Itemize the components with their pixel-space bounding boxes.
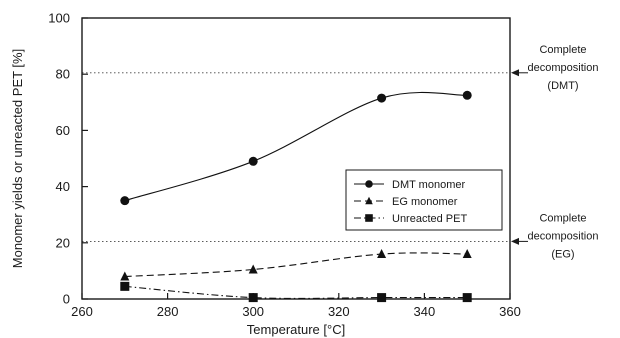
x-tick-label-4: 340 (414, 304, 436, 319)
y-tick-label-1: 20 (56, 235, 70, 250)
x-tick-label-2: 300 (242, 304, 264, 319)
y-tick-label-2: 40 (56, 179, 70, 194)
series-line-0 (124, 91, 468, 202)
reference-arrow-1 (511, 237, 519, 245)
reference-label-0-1: decomposition (528, 62, 599, 74)
reference-label-1-0: Complete (539, 212, 586, 224)
reference-arrow-0 (511, 69, 519, 77)
legend-label-0: DMT monomer (392, 179, 465, 191)
legend-marker-2 (365, 214, 373, 222)
axis-ticks: 260 280 300 320 340 360 0 20 40 60 80 100 (48, 11, 521, 320)
x-tick-label-0: 260 (71, 304, 93, 319)
reference-label-1-1: decomposition (528, 230, 599, 242)
series-group (120, 90, 472, 303)
series-0-point-2 (377, 93, 387, 103)
x-tick-label-5: 360 (499, 304, 521, 319)
series-line-1 (124, 252, 468, 278)
y-tick-label-3: 60 (56, 123, 70, 138)
series-2-point-3 (462, 293, 472, 303)
series-0-point-1 (248, 156, 258, 166)
series-1-point-3 (462, 249, 472, 259)
series-2-point-1 (248, 293, 258, 303)
series-0-point-3 (462, 90, 472, 100)
x-axis-label: Temperature [°C] (247, 322, 345, 337)
legend-marker-0 (365, 180, 373, 188)
reference-label-0-2: (DMT) (547, 80, 578, 92)
series-1-point-2 (377, 249, 387, 259)
series-1-point-0 (120, 271, 130, 281)
legend-marker-1 (365, 196, 373, 205)
y-tick-label-5: 100 (48, 11, 70, 26)
y-axis-label: Monomer yields or unreacted PET [%] (10, 49, 25, 268)
legend-label-2: Unreacted PET (392, 213, 467, 225)
reference-label-1-2: (EG) (551, 248, 574, 260)
x-tick-label-1: 280 (157, 304, 179, 319)
series-2-point-0 (120, 281, 130, 291)
plot-frame (81, 17, 511, 300)
series-2-point-2 (377, 293, 387, 303)
series-1-point-1 (248, 264, 258, 274)
x-tick-label-3: 320 (328, 304, 350, 319)
series-0-point-0 (120, 196, 130, 206)
legend-label-1: EG monomer (392, 196, 458, 208)
legend: DMT monomer EG monomer Unreacted PET (345, 169, 503, 231)
reference-lines: Complete decomposition (DMT) Complete decomp… (82, 44, 599, 260)
reference-label-0-0: Complete (539, 44, 586, 56)
y-tick-label-4: 80 (56, 67, 70, 82)
y-tick-label-0: 0 (63, 292, 70, 307)
series-line-2 (124, 285, 468, 299)
